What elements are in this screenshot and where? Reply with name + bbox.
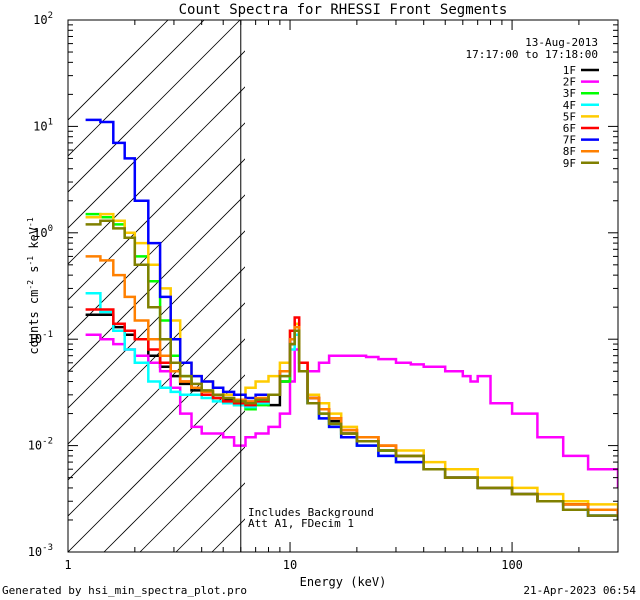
hatch-line [68, 194, 245, 373]
hatch-line [68, 20, 205, 157]
legend-label-5f: 5F [563, 110, 576, 123]
hatch-line [68, 20, 241, 193]
y-axis-label: counts cm-2 s-1 keV-1 [26, 217, 41, 354]
legend-label-8f: 8F [563, 145, 576, 158]
y-tick-label: 10-2 [28, 437, 53, 453]
legend-label-9f: 9F [563, 157, 576, 170]
hatch-line [68, 338, 245, 517]
legend-label-3f: 3F [563, 87, 576, 100]
legend-label-6f: 6F [563, 122, 576, 135]
hatch-line [139, 446, 245, 552]
series-8f [85, 255, 618, 516]
plot-time-range: 17:17:00 to 17:18:00 [466, 48, 598, 61]
x-tick-label: 10 [283, 558, 297, 572]
chart-title: Count Spectra for RHESSI Front Segments [179, 2, 508, 18]
y-tick-label: 10-3 [28, 543, 53, 559]
hatch-line [68, 20, 169, 121]
legend-label-2f: 2F [563, 76, 576, 89]
legend-label-1f: 1F [563, 64, 576, 77]
note-attenuator: Att A1, FDecim 1 [248, 517, 354, 530]
x-tick-label: 100 [501, 558, 523, 572]
series-9f [85, 219, 618, 520]
hatch-line [68, 302, 245, 481]
x-axis-label: Energy (keV) [300, 575, 387, 589]
series-2f [85, 333, 618, 488]
hatch-line [68, 230, 245, 409]
legend-label-4f: 4F [563, 99, 576, 112]
hatch-line [68, 122, 245, 301]
generated-date-text: 21-Apr-2023 06:54 [523, 584, 636, 597]
hatch-line [103, 410, 245, 552]
y-tick-label: 102 [33, 11, 53, 27]
y-tick-label: 101 [33, 117, 53, 133]
hatch-line [68, 86, 245, 265]
generated-by-text: Generated by hsi_min_spectra_plot.pro [2, 584, 247, 597]
note-background: Includes Background [248, 506, 374, 519]
series-4f [85, 292, 618, 520]
hatch-line [68, 158, 245, 337]
hatch-line [68, 50, 245, 229]
legend-label-7f: 7F [563, 134, 576, 147]
x-tick-label: 1 [64, 558, 71, 572]
plot-date: 13-Aug-2013 [525, 36, 598, 49]
hatch-line [68, 374, 245, 552]
svg-text:counts cm-2 s-1 keV-1: counts cm-2 s-1 keV-1 [26, 217, 41, 354]
plot-frame [67, 19, 619, 553]
hatched-region [68, 20, 245, 552]
series-layer [85, 118, 618, 520]
